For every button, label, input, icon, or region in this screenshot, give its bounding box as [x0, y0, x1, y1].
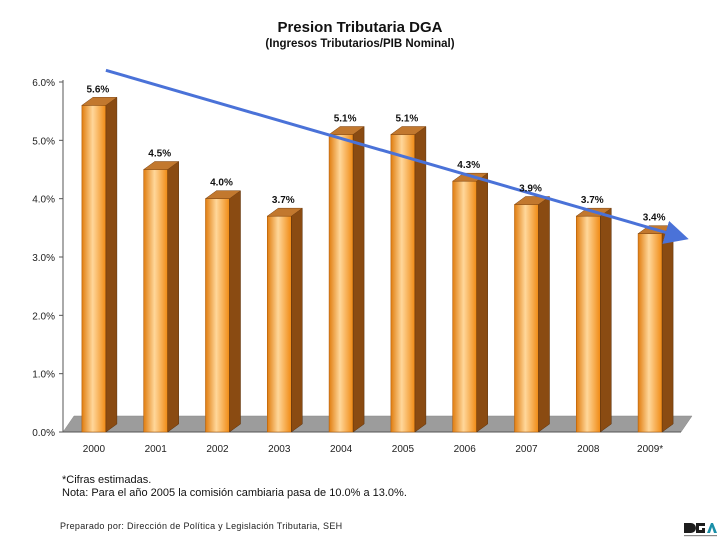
x-tick-label: 2005 — [392, 444, 415, 455]
chart-subtitle: (Ingresos Tributarios/PIB Nominal) — [265, 38, 455, 50]
bar-side — [414, 126, 427, 433]
bar-side — [291, 207, 303, 433]
data-label: 5.6% — [87, 84, 110, 95]
bar-chart: 0.0% 1.0% 2.0% 3.0% 4.0% 5.0% 6.0% 5.6% 2000 4.5… — [32, 68, 693, 455]
y-tick-label: 2.0% — [32, 311, 55, 322]
bar-front — [81, 105, 107, 433]
x-tick-label: 2002 — [206, 444, 229, 455]
bar-side — [167, 161, 179, 433]
bar-2000 — [81, 96, 118, 433]
chart-title: Presion Tributaria DGA — [277, 19, 443, 36]
bar-front — [575, 215, 601, 433]
bar-front — [143, 169, 168, 433]
x-tick-label: 2003 — [268, 444, 291, 455]
data-label: 5.1% — [334, 114, 357, 125]
x-tick-label: 2000 — [83, 444, 106, 455]
bar-front — [637, 233, 663, 433]
bar-front — [514, 204, 539, 433]
bar-side — [229, 190, 241, 433]
x-tick-label: 2004 — [330, 444, 353, 455]
data-label: 4.0% — [210, 178, 233, 189]
bar-front — [205, 198, 230, 433]
bar-front — [266, 215, 292, 433]
y-tick-label: 3.0% — [32, 253, 55, 264]
x-tick-label: 2001 — [145, 444, 168, 455]
bar-2001 — [142, 161, 180, 433]
y-tick-label: 0.0% — [32, 428, 55, 439]
bar-top — [266, 207, 304, 217]
credit-text: Preparado por: Dirección de Política y L… — [60, 521, 343, 531]
bar-front — [390, 134, 416, 433]
bar-side — [538, 196, 550, 433]
bar-side — [661, 225, 674, 433]
bar-top — [328, 126, 365, 135]
bar-2009* — [637, 225, 674, 433]
trend-arrow — [105, 68, 689, 244]
y-tick-label: 1.0% — [32, 370, 55, 381]
bar-side — [476, 172, 488, 433]
data-label: 4.3% — [457, 160, 480, 171]
bar-top — [390, 126, 427, 135]
bar-2005 — [390, 126, 427, 433]
data-label: 4.5% — [148, 149, 171, 160]
exchange-note: Nota: Para el año 2005 la comisión cambi… — [62, 487, 407, 499]
bar-2002 — [204, 190, 242, 433]
bar-top — [204, 190, 242, 199]
y-tick-label: 5.0% — [32, 136, 55, 147]
bar-2007 — [513, 196, 551, 433]
bar-side — [600, 207, 612, 433]
data-label: 3.4% — [643, 213, 666, 224]
bar-top — [81, 97, 118, 106]
bar-2006 — [451, 172, 489, 433]
dga-logo-icon — [684, 523, 717, 537]
x-tick-label: 2009* — [637, 444, 663, 455]
bar-2008 — [575, 207, 613, 433]
x-tick-label: 2008 — [577, 444, 600, 455]
bar-top — [142, 161, 180, 170]
data-label: 3.7% — [581, 195, 604, 206]
bar-2003 — [266, 207, 304, 433]
data-label: 3.9% — [519, 184, 542, 195]
bar-front — [452, 180, 478, 433]
data-label: 5.1% — [396, 114, 419, 125]
bar-front — [328, 134, 354, 433]
y-tick-label: 4.0% — [32, 195, 55, 206]
bar-top — [513, 196, 551, 205]
estimate-note: *Cifras estimadas. — [62, 474, 152, 486]
data-label: 3.7% — [272, 195, 295, 206]
bar-2004 — [328, 126, 365, 433]
bar-side — [105, 96, 118, 433]
x-tick-label: 2006 — [454, 444, 477, 455]
bar-side — [352, 126, 365, 433]
x-tick-label: 2007 — [515, 444, 538, 455]
y-tick-label: 6.0% — [32, 78, 55, 89]
